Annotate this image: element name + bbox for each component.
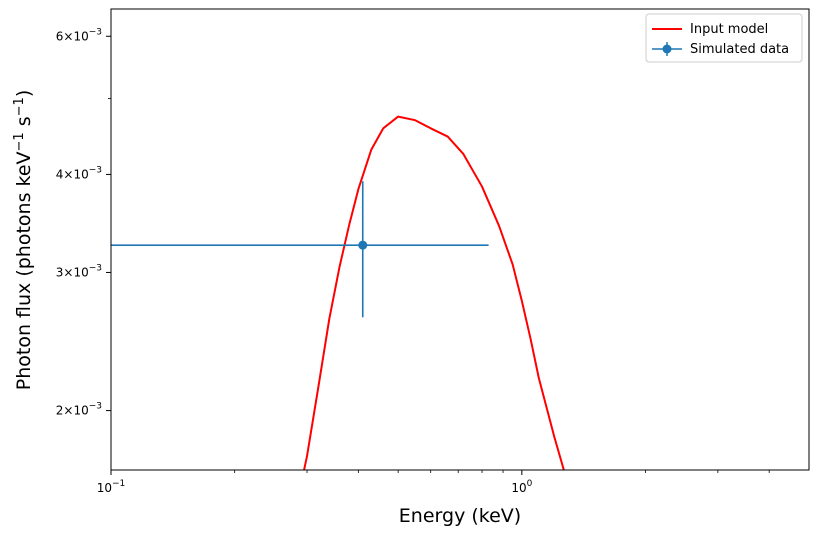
legend-swatch-simulated-data: [652, 42, 682, 56]
axes-frame: [110, 8, 810, 471]
y-tick-label: 3×10−3: [56, 263, 102, 279]
legend-box: [645, 13, 803, 63]
y-tick-label: 4×10−3: [56, 165, 102, 181]
legend-label-simulated-data: Simulated data: [690, 42, 789, 57]
legend: Input model Simulated data: [645, 13, 803, 63]
x-axis-label: Energy (keV): [399, 505, 521, 527]
x-tick-label: 10−1: [97, 479, 126, 495]
model-curve: [303, 115, 565, 470]
data-point-marker: [358, 240, 368, 250]
legend-label-input-model: Input model: [690, 22, 768, 37]
series-layer: [111, 115, 565, 470]
x-tick-label: 100: [511, 479, 532, 495]
y-tick-label: 2×10−3: [56, 402, 102, 418]
ticks-layer: 10−1 100 2×10−3 3×10−3 4×10−3 6×10−3: [56, 27, 770, 495]
y-axis-label: Photon flux (photons keV−1 s−1): [12, 90, 35, 391]
y-tick-label: 6×10−3: [56, 27, 102, 43]
